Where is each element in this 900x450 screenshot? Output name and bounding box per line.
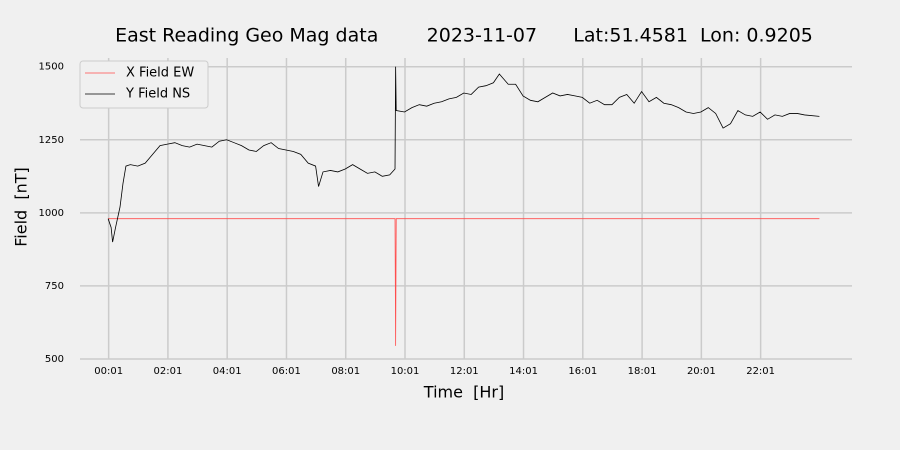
legend: X Field EW Y Field NS [79, 60, 209, 109]
x-tick-label: 22:01 [746, 366, 775, 377]
x-tick-label: 00:01 [94, 366, 123, 377]
y-tick-label: 750 [45, 281, 64, 292]
x-tick-label: 10:01 [391, 366, 420, 377]
x-tick-label: 14:01 [509, 366, 538, 377]
x-tick-label: 18:01 [628, 366, 657, 377]
x-tick-label: 08:01 [331, 366, 360, 377]
y-tick-label: 1250 [39, 135, 64, 146]
y-tick-label: 500 [45, 354, 64, 365]
x-tick-label: 04:01 [213, 366, 242, 377]
grid [80, 58, 852, 360]
y-axis-label: Field [nT] [12, 167, 31, 247]
x-tick-label: 02:01 [154, 366, 183, 377]
plot-lines [107, 66, 820, 346]
x-tick-label: 20:01 [687, 366, 716, 377]
y-tick-label: 1000 [39, 208, 64, 219]
series-line [107, 66, 820, 243]
series-line [108, 218, 820, 346]
chart-title: East Reading Geo Mag data 2023-11-07 Lat… [115, 25, 813, 47]
legend-label: Y Field NS [125, 87, 190, 102]
x-tick-label: 06:01 [272, 366, 301, 377]
y-tick-label: 1500 [39, 62, 64, 73]
x-tick-label: 16:01 [568, 366, 597, 377]
x-axis-label: Time [Hr] [423, 383, 504, 402]
legend-label: X Field EW [126, 66, 194, 81]
x-tick-label: 12:01 [450, 366, 479, 377]
